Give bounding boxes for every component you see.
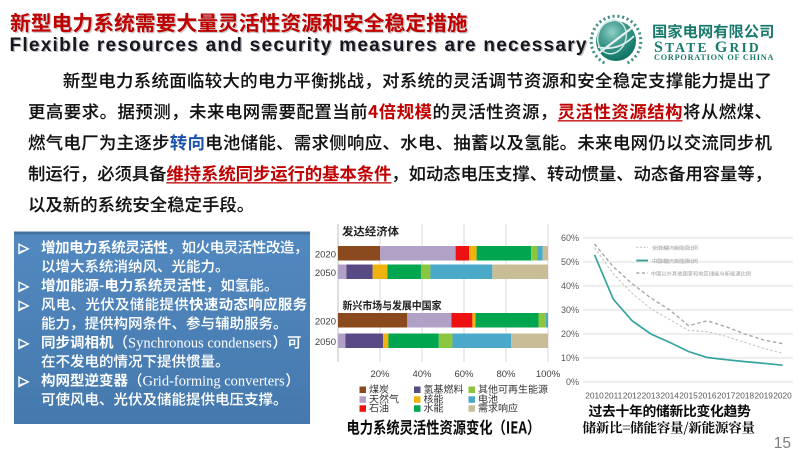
svg-text:100%: 100%: [536, 369, 561, 380]
svg-text:10%: 10%: [561, 353, 579, 363]
svg-text:2020: 2020: [315, 317, 336, 328]
svg-text:Grid-forming converters: Grid-forming converters: [143, 374, 285, 390]
svg-text:2019: 2019: [754, 391, 773, 401]
svg-text:2050: 2050: [315, 337, 336, 348]
svg-text:2020: 2020: [315, 250, 336, 261]
svg-text:2014: 2014: [660, 391, 679, 401]
svg-text:2013: 2013: [642, 391, 661, 401]
svg-text:40%: 40%: [412, 369, 432, 380]
svg-text:2017: 2017: [717, 391, 736, 401]
svg-text:CORPORATION OF CHINA: CORPORATION OF CHINA: [654, 53, 774, 62]
svg-text:2012: 2012: [623, 391, 642, 401]
svg-text:80%: 80%: [496, 369, 516, 380]
svg-text:30%: 30%: [561, 305, 579, 315]
svg-text:0%: 0%: [566, 377, 579, 387]
svg-text:2010: 2010: [585, 391, 604, 401]
svg-text:2050: 2050: [315, 268, 336, 279]
svg-text:15: 15: [774, 435, 791, 450]
svg-text:60%: 60%: [561, 233, 579, 243]
svg-text:Flexible resources and securit: Flexible resources and security measures…: [11, 36, 589, 57]
svg-text:20%: 20%: [561, 329, 579, 339]
svg-text:STATE GRID: STATE GRID: [654, 39, 761, 56]
svg-text:60%: 60%: [454, 369, 474, 380]
svg-text:2015: 2015: [679, 391, 698, 401]
svg-text:50%: 50%: [561, 257, 579, 267]
svg-text:2016: 2016: [698, 391, 717, 401]
svg-text:20%: 20%: [370, 369, 390, 380]
svg-text:40%: 40%: [561, 281, 579, 291]
svg-text:2018: 2018: [736, 391, 755, 401]
svg-text:Synchronous condensers: Synchronous condensers: [128, 336, 272, 352]
svg-text:2020: 2020: [773, 391, 792, 401]
svg-text:Flexible resources and securit: Flexible resources and security measures…: [10, 35, 588, 56]
svg-text:2011: 2011: [604, 391, 622, 401]
